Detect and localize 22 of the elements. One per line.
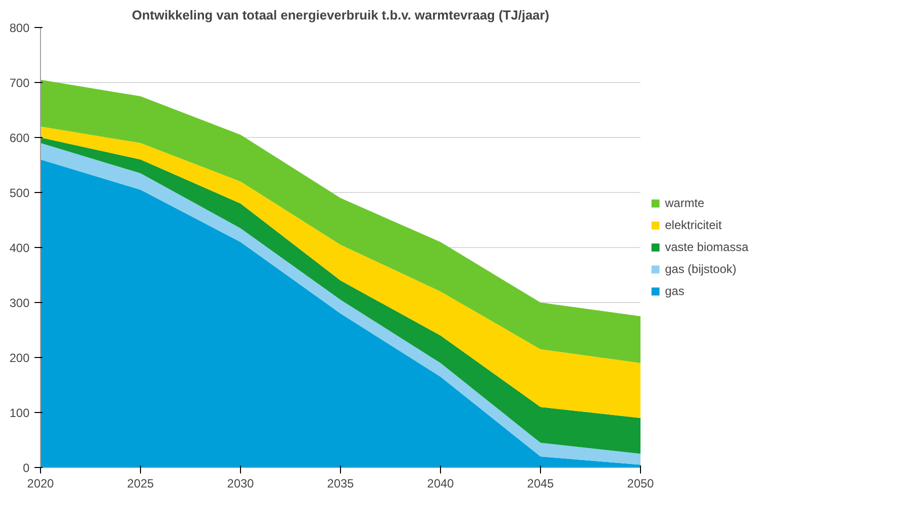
y-tick-label: 700 [9,76,30,90]
x-tick-label: 2020 [27,476,54,490]
y-tick-label: 500 [9,186,30,200]
x-tick-label: 2050 [627,476,654,490]
legend-label: warmte [665,196,704,210]
legend-label: elektriciteit [665,218,722,232]
chart-title: Ontwikkeling van totaal energieverbruik t.b.v. warmtevraag (TJ/jaar) [132,8,550,22]
y-tick-label: 300 [9,296,30,310]
y-tick-label: 400 [9,241,30,255]
x-tick-label: 2045 [527,476,554,490]
y-tick-label: 100 [9,406,30,420]
x-tick-label: 2040 [427,476,454,490]
x-tick-label: 2035 [327,476,354,490]
y-tick-label: 600 [9,131,30,145]
y-tick-label: 0 [22,461,30,475]
legend-label: vaste biomassa [665,240,748,254]
legend-label: gas [665,284,685,298]
y-tick-label: 800 [9,21,30,35]
legend-label: gas (bijstook) [665,262,736,276]
y-tick-label: 200 [9,351,30,365]
x-tick-label: 2030 [227,476,254,490]
x-tick-label: 2025 [127,476,154,490]
